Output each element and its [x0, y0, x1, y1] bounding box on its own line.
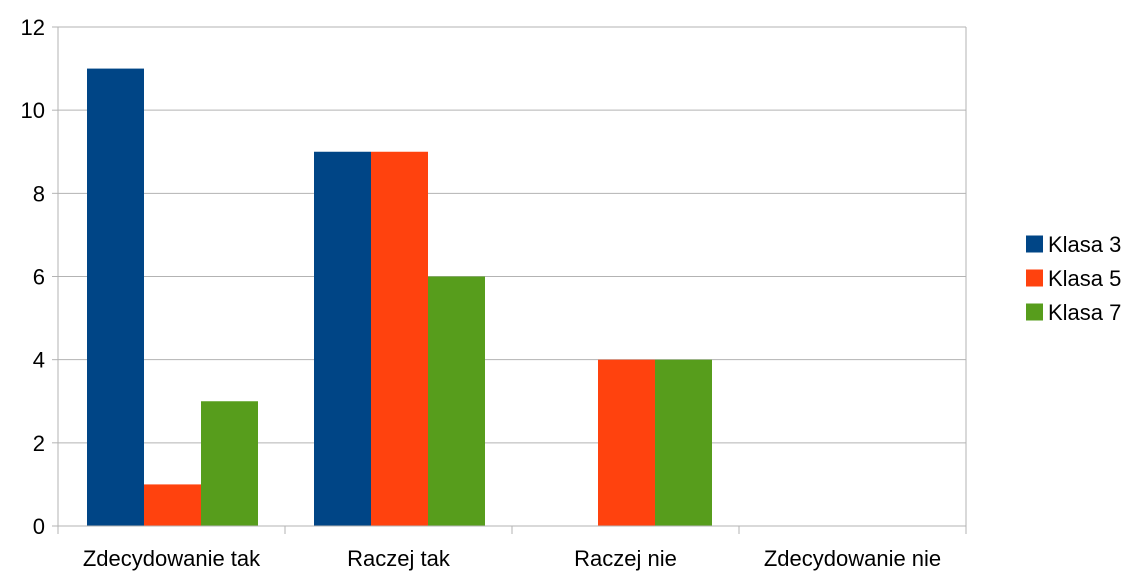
x-tick-label: Raczej nie — [574, 546, 677, 571]
legend-label: Klasa 5 — [1048, 266, 1121, 291]
y-tick-label: 10 — [21, 98, 45, 123]
bar-klasa-5-2 — [598, 359, 655, 526]
bar-klasa-5-1 — [371, 151, 428, 526]
legend: Klasa 3 Klasa 5 Klasa 7 — [1026, 232, 1121, 325]
bar-klasa-7-0 — [201, 401, 258, 526]
y-tick-label: 0 — [33, 514, 45, 539]
bar-klasa-3-1 — [314, 151, 371, 526]
bar-klasa-7-2 — [655, 359, 712, 526]
legend-swatch-klasa-7 — [1026, 303, 1043, 321]
legend-swatch-klasa-3 — [1026, 235, 1043, 253]
x-tick-label: Zdecydowanie nie — [764, 546, 941, 571]
legend-label: Klasa 3 — [1048, 232, 1121, 257]
bars — [87, 68, 712, 526]
y-tick-labels: 0 2 4 6 8 10 12 — [21, 15, 45, 539]
y-tick-label: 2 — [33, 431, 45, 456]
x-tick-label: Zdecydowanie tak — [83, 546, 261, 571]
bar-klasa-3-0 — [87, 68, 144, 526]
axes — [52, 26, 967, 534]
gridlines — [58, 26, 966, 444]
x-tick-labels: Zdecydowanie tak Raczej tak Raczej nie Zdec… — [83, 546, 941, 571]
x-tick-label: Raczej tak — [347, 546, 451, 571]
y-tick-label: 8 — [33, 181, 45, 206]
legend-label: Klasa 7 — [1048, 300, 1121, 325]
y-tick-label: 4 — [33, 348, 45, 373]
y-tick-label: 6 — [33, 265, 45, 290]
bar-klasa-7-1 — [428, 276, 485, 526]
bar-klasa-5-0 — [144, 484, 201, 526]
y-tick-label: 12 — [21, 15, 45, 40]
legend-swatch-klasa-5 — [1026, 269, 1043, 287]
